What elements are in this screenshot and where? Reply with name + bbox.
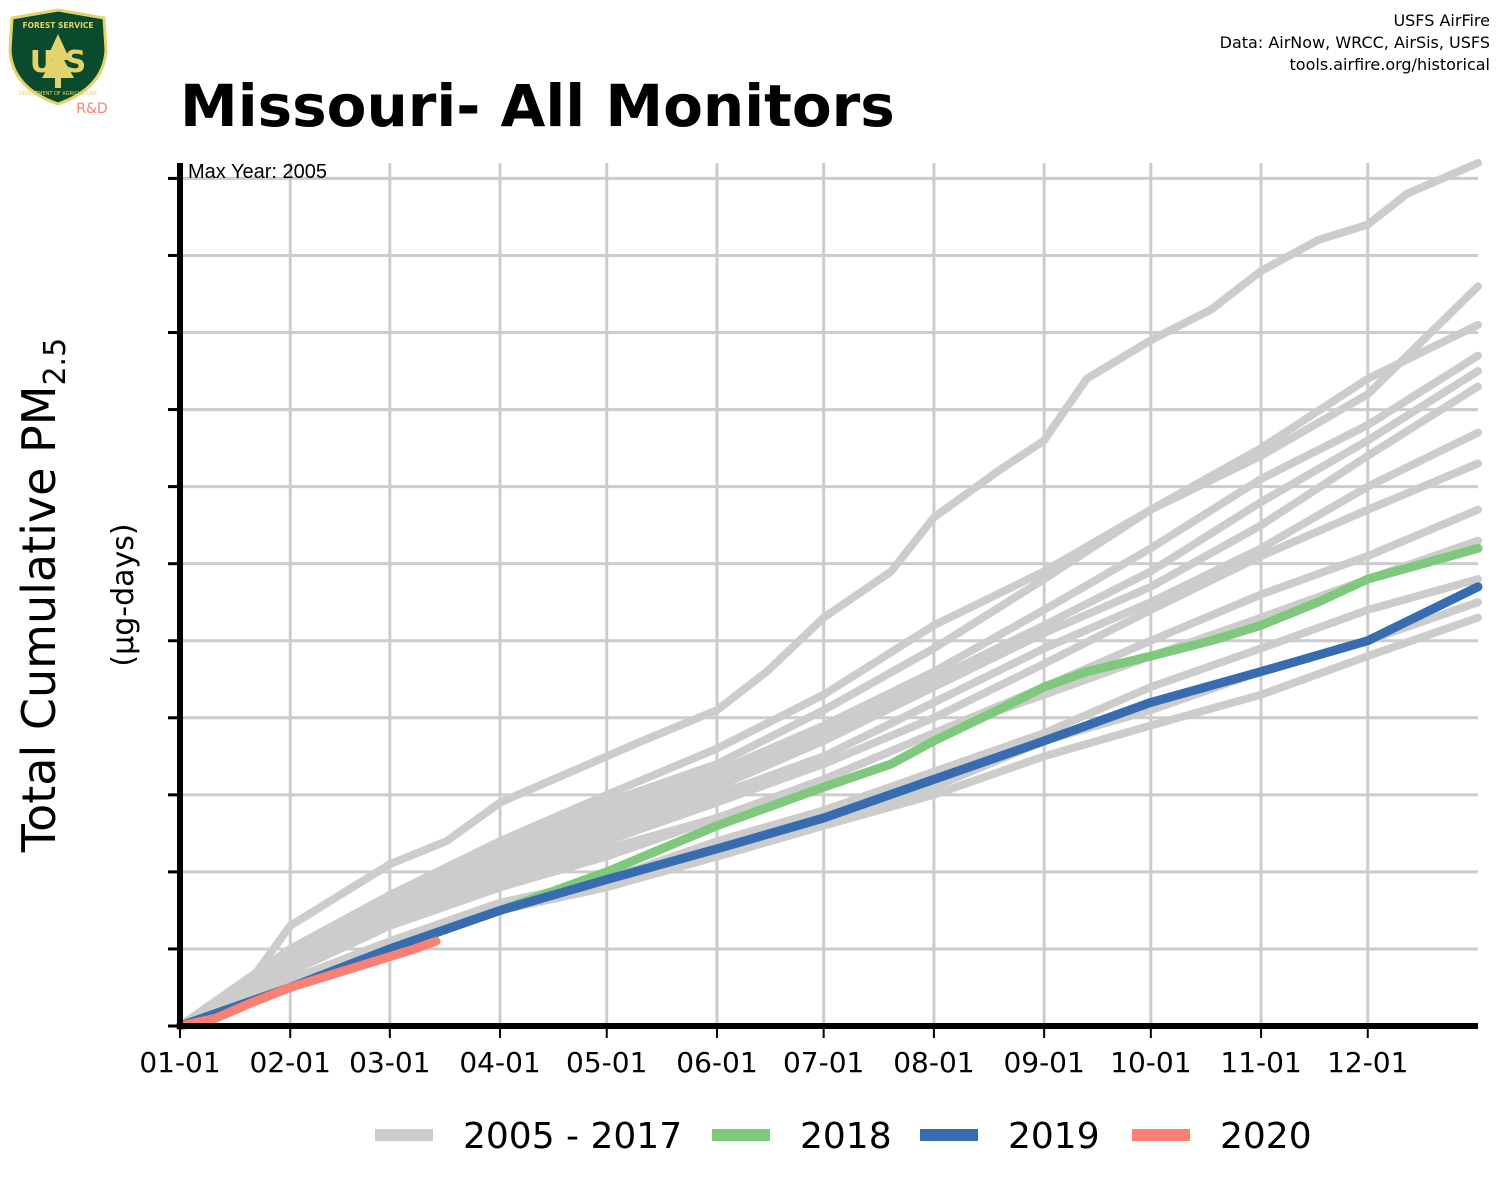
series-line-historical [176,536,1482,1030]
credit-line-2: Data: AirNow, WRCC, AirSis, USFS [1220,33,1490,52]
x-tick-label: 07-01 [783,1046,864,1079]
forest-service-logo: FOREST SERVICE U S DEPARTMENT OF AGRICUL… [8,8,108,117]
logo-letters: U S [30,45,86,80]
chart-title: Missouri- All Monitors [180,72,895,140]
logo-tree-icon [42,34,74,88]
legend-label: 2005 - 2017 [463,1116,682,1157]
x-tick-label: 02-01 [250,1046,331,1079]
x-tick-label: 03-01 [349,1046,430,1079]
x-tick-label: 05-01 [566,1046,647,1079]
max-year-annotation: Max Year: 2005 [188,161,327,183]
series-layer [175,159,1483,1031]
y-axis-title-subscript: 2.5 [38,338,73,386]
series-line-y2019 [175,582,1483,1031]
axis-layer: 01-01 02-01 03-01 04-01 05-01 06-01 07-01 08-01… [139,163,1478,1079]
legend-label: 2019 [1008,1116,1100,1157]
x-tick-label: 04-01 [459,1046,540,1079]
svg-text:Total Cumulative PM2.5: Total Cumulative PM2.5 [12,338,73,853]
logo-bottom-text: DEPARTMENT OF AGRICULTURE [19,91,97,97]
legend: 2005 - 2017 2018 2019 2020 [375,1116,1312,1157]
series-line-historical [176,382,1482,1030]
series-line-historical [176,159,1482,1030]
series-line-y2020 [175,936,441,1031]
legend-label: 2020 [1220,1116,1312,1157]
y-axis-units: (μg-days) [106,523,141,666]
legend-label: 2018 [800,1116,892,1157]
x-tick-label: 08-01 [893,1046,974,1079]
y-axis-title: Total Cumulative PM2.5 [12,338,73,853]
y-axis-units-text: (μg-days) [106,523,141,666]
x-tick-label: 06-01 [676,1046,757,1079]
logo-rd-text: R&D [76,101,107,117]
logo-top-text: FOREST SERVICE [22,21,93,30]
series-line-historical [176,575,1482,1030]
credit-line-1: USFS AirFire [1393,11,1490,30]
y-axis-title-main: Total Cumulative PM [12,386,66,854]
series-line-historical [176,459,1482,1030]
x-tick-label: 11-01 [1220,1046,1301,1079]
series-line-historical [176,282,1482,1030]
x-tick-label: 10-01 [1110,1046,1191,1079]
series-line-historical [176,351,1482,1030]
x-tick-label: 01-01 [139,1046,220,1079]
grid-layer [180,163,1478,1026]
credit-line-3: tools.airfire.org/historical [1290,55,1490,74]
x-tick-label: 09-01 [1003,1046,1084,1079]
x-tick-label: 12-01 [1327,1046,1408,1079]
